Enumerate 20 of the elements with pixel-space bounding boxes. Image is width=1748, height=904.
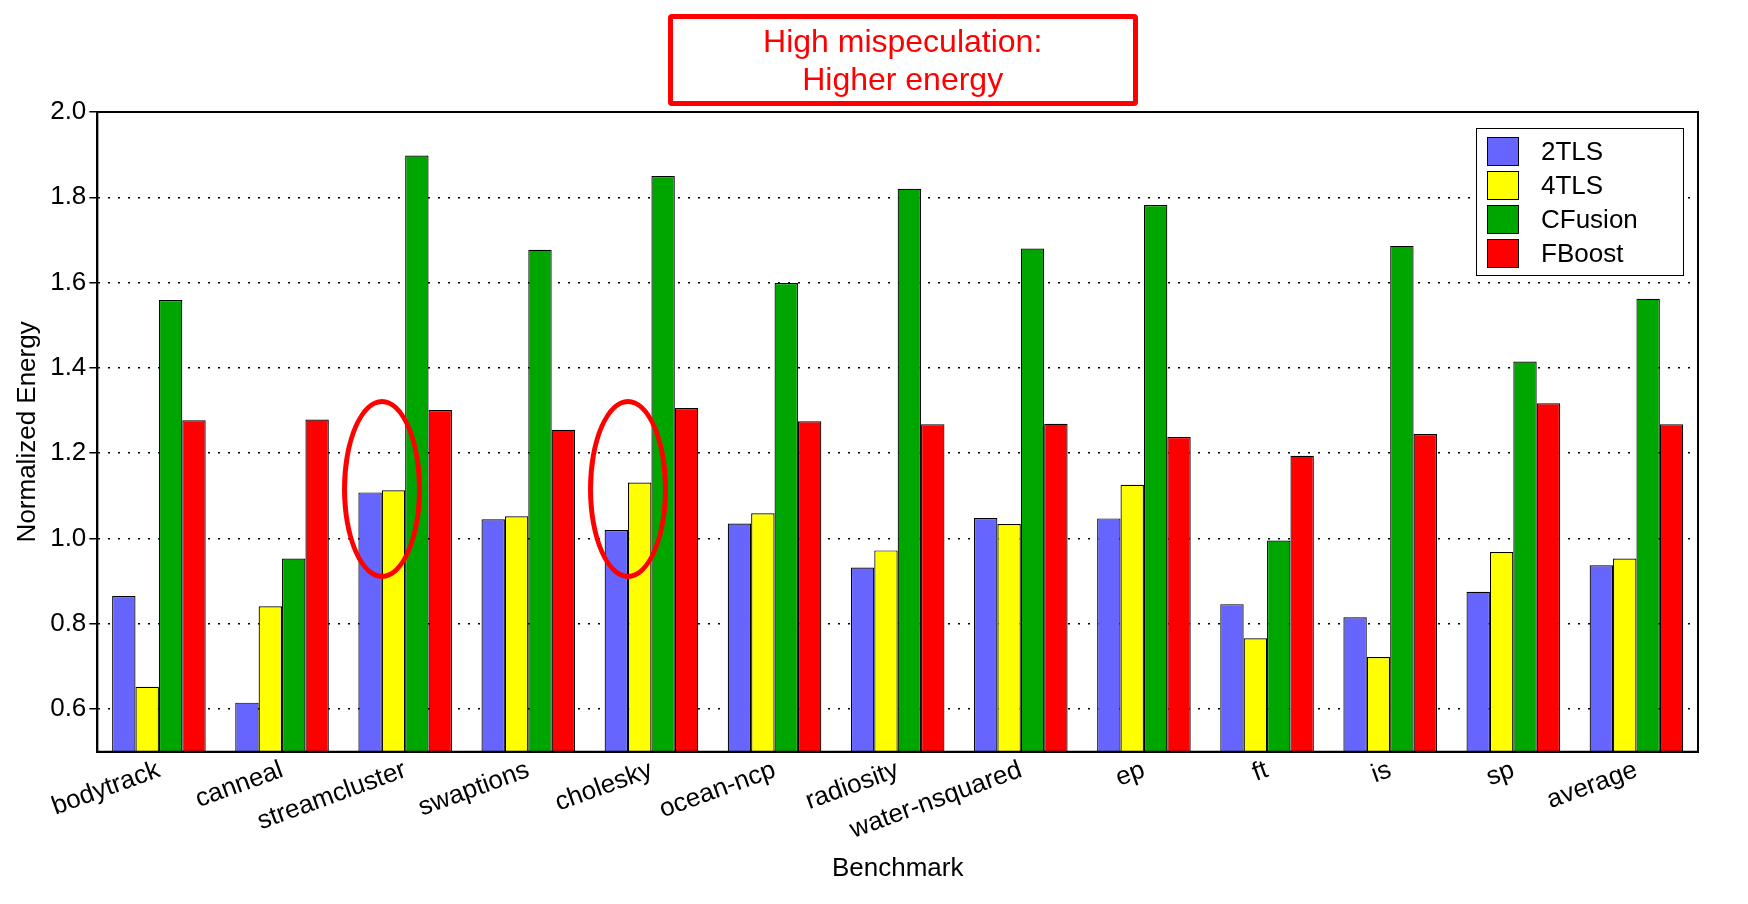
- legend-label: 2TLS: [1541, 135, 1604, 167]
- text: High mispeculation: Higher energy: [667, 14, 1138, 106]
- legend-label: CFusion: [1541, 203, 1638, 235]
- y-tick-label: 1.8: [50, 180, 87, 211]
- x-tick-label: average: [1542, 753, 1641, 814]
- x-tick-label: ep: [1110, 753, 1149, 792]
- y-tick-label: 1.6: [50, 265, 87, 296]
- x-axis-title: Benchmark: [831, 851, 965, 882]
- legend-label: FBoost: [1541, 237, 1624, 269]
- legend-label: 4TLS: [1541, 169, 1604, 201]
- y-tick-label: 2.0: [50, 95, 87, 126]
- x-tick-label: is: [1366, 753, 1395, 789]
- y-axis-title: Normalized Energy: [10, 321, 41, 543]
- y-tick-label: 1.4: [50, 351, 87, 382]
- y-tick-label: 1.0: [50, 521, 87, 552]
- x-tick-label: sp: [1481, 753, 1518, 792]
- y-tick-label: 1.2: [50, 436, 87, 467]
- y-tick-label: 0.8: [50, 606, 87, 637]
- x-tick-label: ft: [1247, 753, 1273, 787]
- y-tick-label: 0.6: [50, 692, 87, 723]
